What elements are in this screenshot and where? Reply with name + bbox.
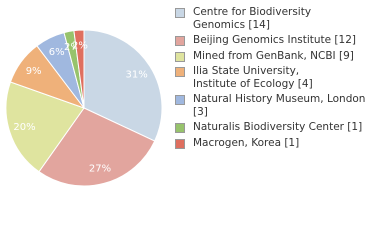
legend-label: Natural History Museum, London [3] bbox=[193, 93, 366, 118]
legend-swatch bbox=[175, 67, 185, 77]
legend-label: Mined from GenBank, NCBI [9] bbox=[193, 49, 354, 62]
slice-label: 6% bbox=[49, 47, 65, 58]
legend-item: Ilia State University, Institute of Ecol… bbox=[175, 65, 375, 90]
legend-swatch bbox=[175, 95, 185, 105]
slice-label: 27% bbox=[89, 163, 111, 174]
legend-label: Beijing Genomics Institute [12] bbox=[193, 34, 356, 46]
legend-item: Beijing Genomics Institute [12] bbox=[175, 34, 375, 47]
legend-swatch bbox=[175, 8, 185, 18]
legend-label: Macrogen, Korea [1] bbox=[193, 136, 300, 149]
slice-label: 2% bbox=[72, 41, 88, 52]
pie-slice bbox=[38, 107, 156, 187]
legend-item: Natural History Museum, London [3] bbox=[175, 93, 375, 118]
legend-item: Centre for Biodiversity Genomics [14] bbox=[175, 6, 375, 31]
legend-item: Naturalis Biodiversity Center [1] bbox=[175, 121, 375, 134]
legend-swatch bbox=[175, 51, 185, 62]
legend-label: Centre for Biodiversity Genomics [14] bbox=[193, 6, 312, 31]
legend-label: Naturalis Biodiversity Center [1] bbox=[193, 121, 363, 133]
legend-item: Mined from GenBank, NCBI [9] bbox=[175, 50, 375, 63]
pie-slice bbox=[83, 29, 163, 142]
slice-label: 31% bbox=[126, 69, 148, 80]
pie-chart: 31%27%20%9%6% 2%2% bbox=[5, 29, 163, 187]
slice-label: 20% bbox=[13, 122, 35, 133]
slice-label: 2% bbox=[64, 42, 80, 53]
pie-slice bbox=[5, 81, 85, 173]
legend-swatch bbox=[175, 36, 185, 46]
pie-slice bbox=[73, 29, 85, 109]
legend-item: Macrogen, Korea [1] bbox=[175, 137, 375, 150]
legend: Centre for Biodiversity Genomics [14] Bei… bbox=[175, 6, 375, 152]
slice-label: 9% bbox=[26, 66, 42, 77]
legend-label: Ilia State University, Institute of Ecol… bbox=[193, 65, 313, 90]
legend-swatch bbox=[175, 138, 185, 149]
legend-swatch bbox=[175, 123, 185, 133]
